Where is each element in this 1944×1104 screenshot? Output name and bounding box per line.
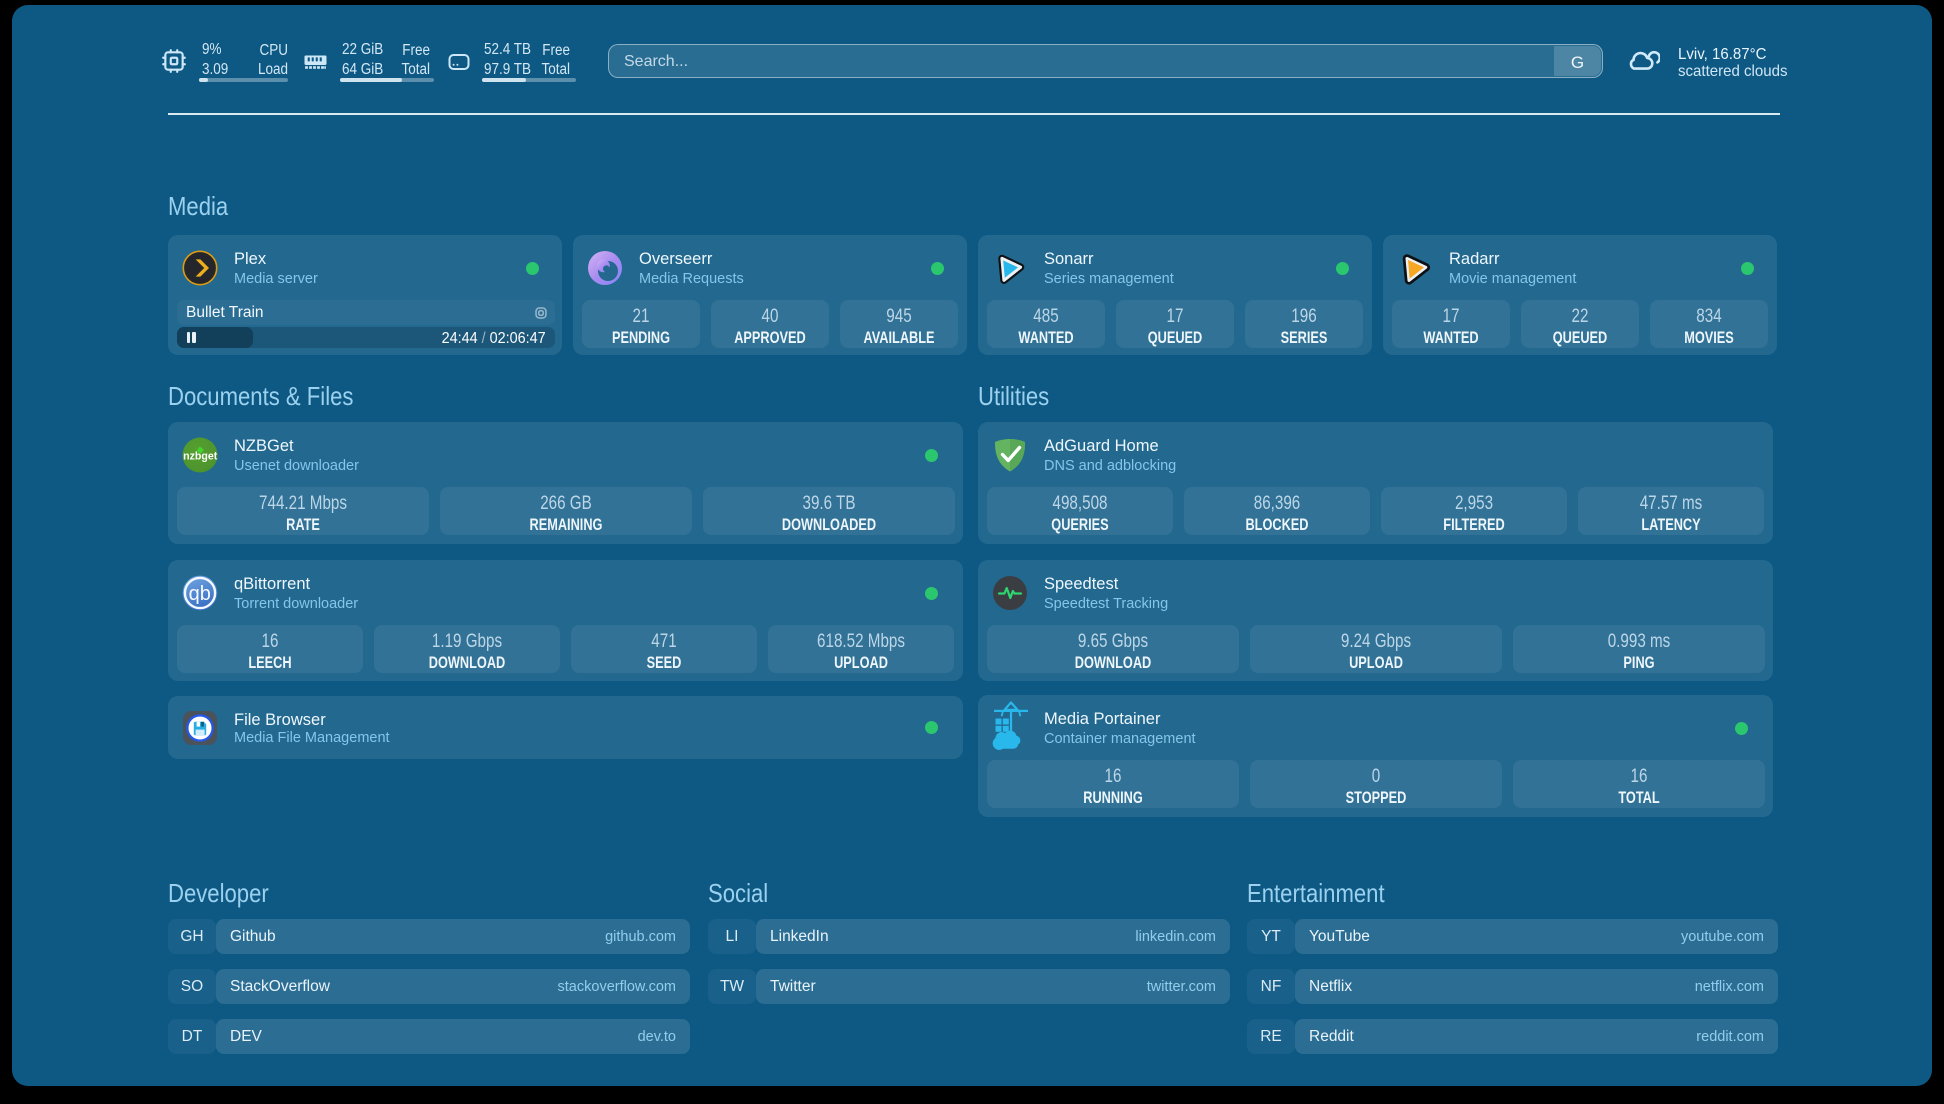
svg-text:qb: qb [189, 583, 211, 605]
svg-text:nzbget: nzbget [183, 451, 218, 463]
